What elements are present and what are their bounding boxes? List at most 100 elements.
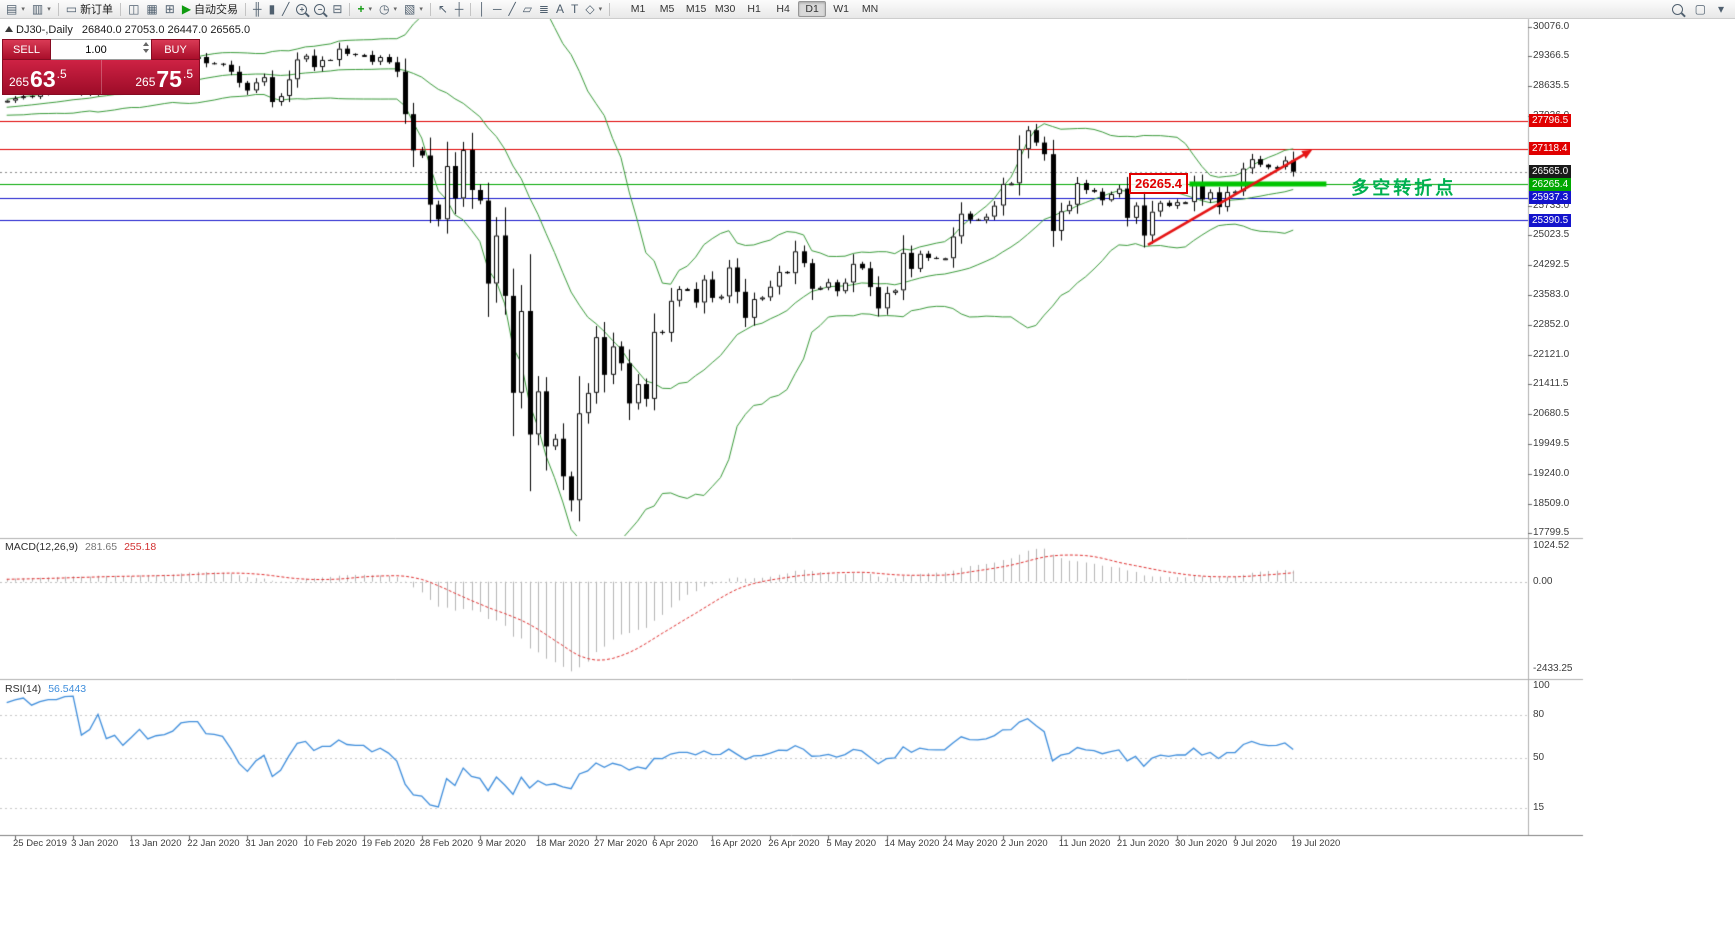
- new-chart-button[interactable]: ▤ ▾: [3, 1, 28, 18]
- macd-scale-max: 1024.52: [1533, 540, 1570, 551]
- horizontal-line-button[interactable]: ─: [490, 1, 505, 18]
- toolbar-more-icon-glyph: ▾: [1717, 2, 1724, 16]
- bar-chart-button-glyph: ╫: [253, 2, 262, 16]
- trendline-button[interactable]: ╱: [505, 1, 518, 18]
- toolbar-window-icon[interactable]: ▢: [1692, 1, 1709, 18]
- rsi-title: RSI(14): [5, 683, 42, 695]
- trendline-button-glyph: ╱: [508, 2, 516, 16]
- sell-price-big: 63: [30, 66, 56, 93]
- template-button[interactable]: ▧ ▾: [401, 1, 426, 18]
- price-level-tag: 26265.4: [1529, 177, 1572, 191]
- line-chart-button-glyph: ╱: [282, 2, 290, 16]
- timeframe-d1[interactable]: D1: [798, 1, 827, 17]
- toolbar-separator: [245, 2, 247, 16]
- buy-price[interactable]: 265 75.5: [102, 60, 200, 94]
- toolbar-window-icon-glyph: ▢: [1694, 2, 1706, 16]
- timeframe-bar: M1 M5 M15 M30 H1 H4 D1 W1 MN: [624, 1, 884, 17]
- timeframe-m15[interactable]: M15: [685, 3, 707, 15]
- text-button[interactable]: A: [553, 1, 567, 18]
- zoom-in-button-glyph: +: [296, 3, 308, 15]
- fibonacci-button[interactable]: ≣: [536, 1, 552, 18]
- navigator-button[interactable]: ⊞: [162, 1, 178, 18]
- timeframe-mn[interactable]: MN: [861, 3, 879, 15]
- price-tick-label: 19949.5: [1533, 438, 1570, 450]
- algo-trading-button[interactable]: ▶ 自动交易: [179, 1, 241, 18]
- volume-input[interactable]: [51, 39, 151, 60]
- indicators-button[interactable]: + ▾: [354, 1, 375, 18]
- new-chart-button-glyph: ▤: [6, 2, 18, 16]
- period-button[interactable]: ◷ ▾: [376, 1, 400, 18]
- cursor-button[interactable]: ↖: [435, 1, 451, 18]
- timeframe-w1[interactable]: W1: [833, 3, 849, 15]
- price-annotation-box[interactable]: 26265.4: [1129, 173, 1189, 195]
- new-order-button-glyph: ▭: [65, 2, 78, 16]
- buy-price-big: 75: [156, 66, 182, 93]
- crosshair-button-glyph: ┼: [454, 2, 464, 16]
- date-label: 25 Dec 2019: [13, 838, 67, 849]
- tile-windows-button-glyph: ⊟: [332, 2, 343, 16]
- channel-button[interactable]: ▱: [520, 1, 535, 18]
- price-level-tag: 26565.0: [1529, 165, 1572, 179]
- price-tick-label: 19240.0: [1533, 467, 1570, 479]
- chevron-down-icon: ▾: [393, 6, 397, 13]
- timeframe-h4[interactable]: H4: [776, 3, 790, 15]
- sell-button[interactable]: SELL: [2, 39, 51, 60]
- timeframe-m5[interactable]: M5: [659, 3, 675, 15]
- zoom-out-button[interactable]: −: [311, 1, 328, 18]
- macd-scale-min: -2433.25: [1533, 663, 1573, 674]
- one-click-prices: 265 63.5 265 75.5: [2, 60, 200, 95]
- date-label: 19 Feb 2020: [361, 838, 415, 849]
- buy-button[interactable]: BUY: [151, 39, 200, 60]
- price-tick-label: 25023.5: [1533, 229, 1570, 241]
- line-chart-button[interactable]: ╱: [279, 1, 292, 18]
- price-tick-label: 28635.5: [1533, 80, 1570, 92]
- crosshair-button[interactable]: ┼: [452, 1, 467, 18]
- market-watch-button-glyph: ◫: [128, 2, 140, 16]
- timeframe-m30[interactable]: M30: [714, 3, 736, 15]
- timeframe-h1[interactable]: H1: [747, 3, 761, 15]
- navigator-button-glyph: ⊞: [164, 2, 175, 16]
- vertical-line-button[interactable]: │: [475, 1, 489, 18]
- market-watch-button[interactable]: ◫: [125, 1, 142, 18]
- toolbar-search-icon[interactable]: [1669, 1, 1686, 18]
- macd-signal-value: 255.18: [124, 541, 157, 553]
- date-label: 27 Mar 2020: [594, 838, 648, 849]
- toolbar: ▤ ▾ ▥ ▾ ▭ 新订单 ◫ ▦ ⊞ ▶ 自动交易 ╫ ▮ ╱ + − ⊟ + ▾ ◷ ▾ ▧ ▾ ↖ ┼ │ ─ ╱ ▱ ≣ A T ◇ ▾ …: [0, 0, 1735, 19]
- one-click-toggle[interactable]: [5, 26, 13, 32]
- turning-point-label[interactable]: 多空转折点: [1351, 178, 1457, 199]
- price-tick-label: 21411.5: [1533, 378, 1569, 390]
- data-window-button[interactable]: ▦: [143, 1, 160, 18]
- symbol-label: DJ30-,Daily: [16, 24, 73, 36]
- toolbar-separator: [429, 2, 431, 16]
- date-label: 30 Jun 2020: [1175, 838, 1228, 849]
- horizontal-line-button-glyph: ─: [492, 2, 502, 16]
- ohlc-label: 26840.0 27053.0 26447.0 26565.0: [81, 24, 251, 36]
- text-button-glyph: A: [555, 2, 564, 16]
- sell-price-prefix: 265: [9, 75, 30, 89]
- price-tick-label: 30076.0: [1533, 21, 1570, 32]
- zoom-in-button[interactable]: +: [293, 1, 310, 18]
- shapes-button[interactable]: ◇ ▾: [582, 1, 605, 18]
- date-label: 19 Jul 2020: [1291, 838, 1341, 849]
- toolbar-more-icon[interactable]: ▾: [1715, 1, 1727, 18]
- chart-profiles-button[interactable]: ▥ ▾: [29, 1, 54, 18]
- candle-chart-button[interactable]: ▮: [266, 1, 279, 18]
- sell-price-suffix: .5: [56, 67, 67, 81]
- timeframe-m1[interactable]: M1: [630, 3, 646, 15]
- chevron-down-icon: ▾: [21, 6, 25, 13]
- bar-chart-button[interactable]: ╫: [250, 1, 265, 18]
- volume-down-icon[interactable]: [143, 49, 149, 53]
- price-tick-label: 18509.0: [1533, 497, 1570, 509]
- period-button-glyph: ◷: [379, 2, 390, 16]
- volume-up-icon[interactable]: [143, 42, 149, 46]
- new-order-button[interactable]: ▭ 新订单: [63, 1, 116, 18]
- price-tick-label: 24292.5: [1533, 259, 1570, 271]
- sell-price[interactable]: 265 63.5: [3, 60, 102, 94]
- cursor-button-glyph: ↖: [437, 2, 448, 16]
- tile-windows-button[interactable]: ⊟: [329, 1, 345, 18]
- label-button[interactable]: T: [568, 1, 581, 18]
- date-label: 9 Mar 2020: [477, 838, 526, 849]
- date-label: 31 Jan 2020: [245, 838, 298, 849]
- date-label: 28 Feb 2020: [419, 838, 474, 849]
